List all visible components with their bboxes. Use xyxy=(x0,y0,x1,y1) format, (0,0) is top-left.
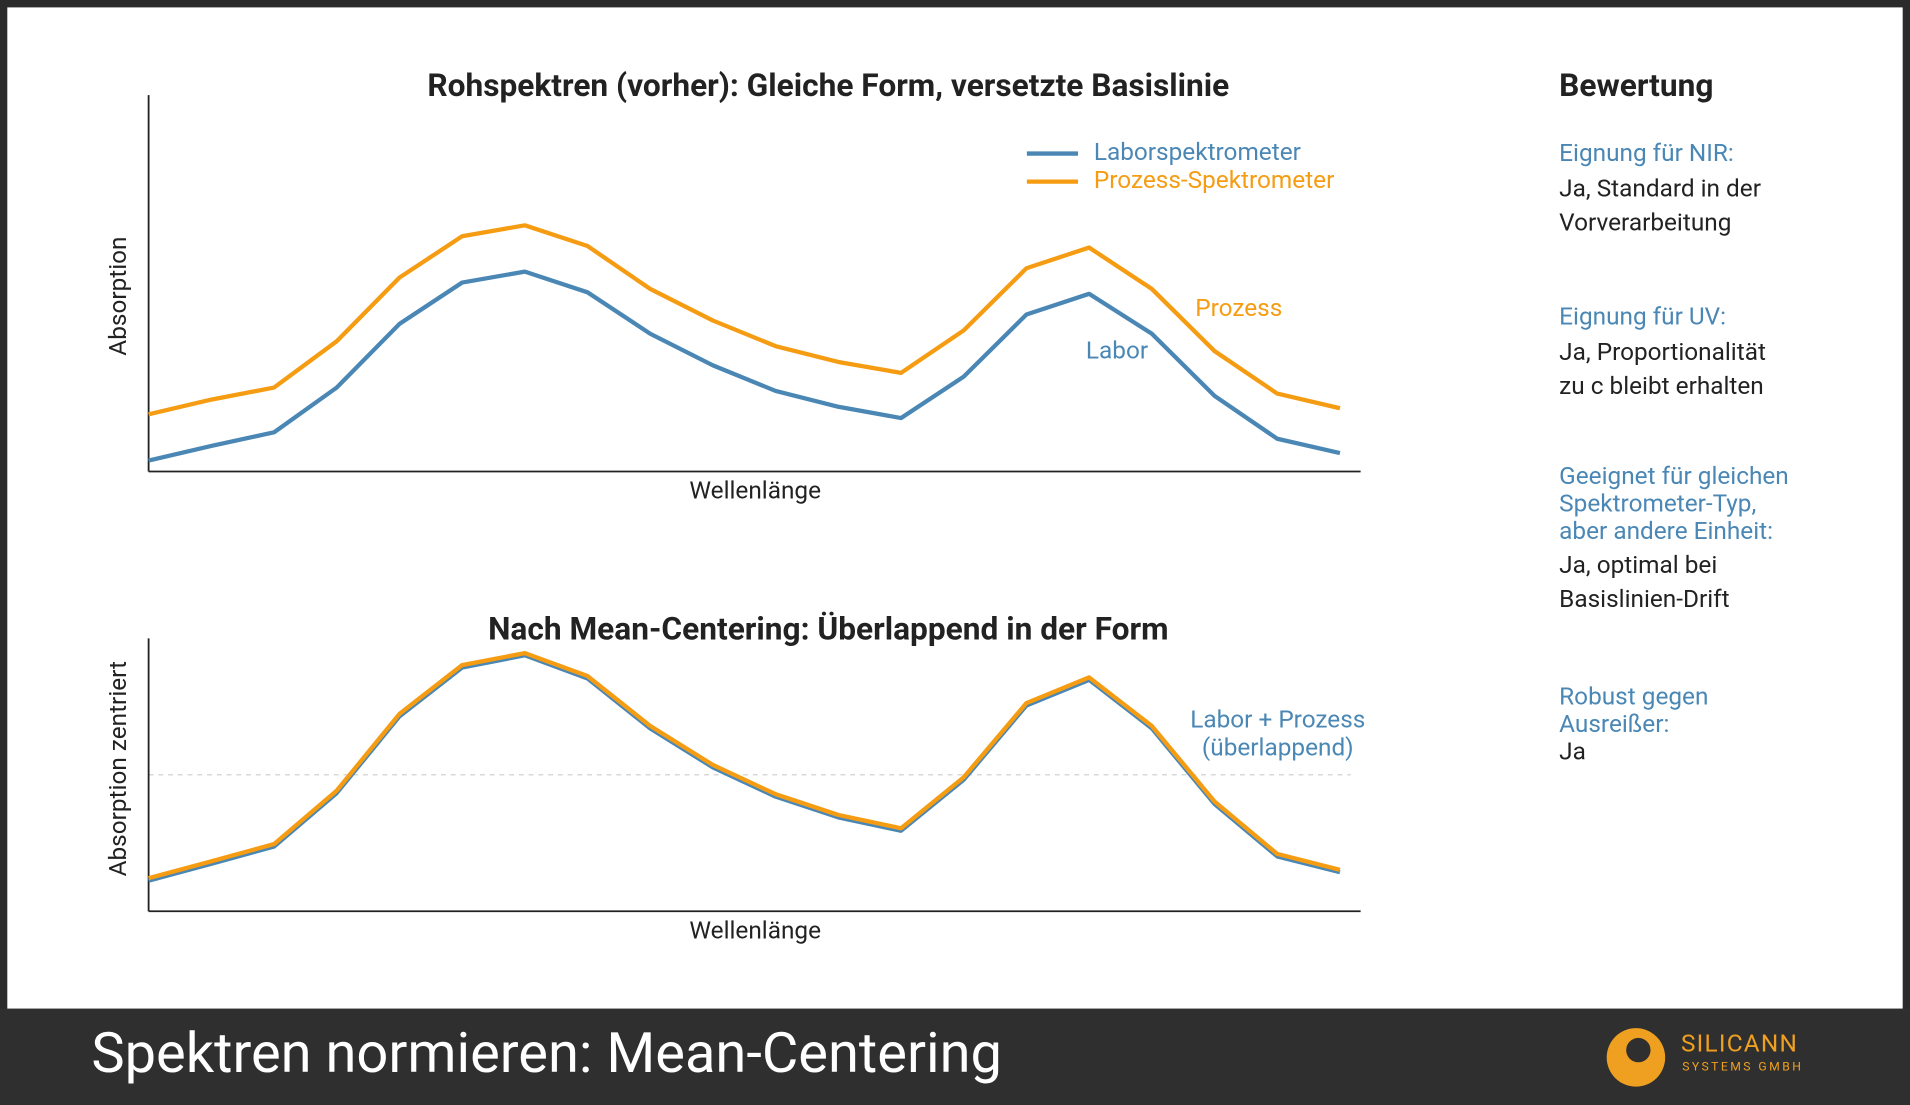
panel-text: Ja, Proportionalität xyxy=(1559,337,1766,366)
content-bg xyxy=(7,7,1903,1009)
y-axis-label: Absorption zentriert xyxy=(103,661,132,876)
chart-title: Nach Mean-Centering: Überlappend in der … xyxy=(488,610,1168,647)
data-line xyxy=(148,223,1341,417)
legend-label: Laborspektrometer xyxy=(1094,137,1301,166)
x-axis-label: Wellenlänge xyxy=(689,915,821,944)
chart-title: Rohspektren (vorher): Gleiche Form, vers… xyxy=(427,67,1229,104)
panel-text: Ja, Standard in der xyxy=(1559,174,1761,203)
panel-text: Ja, optimal bei xyxy=(1559,550,1717,579)
panel-label: Spektrometer-Typ, xyxy=(1559,488,1756,517)
logo-text: SILICANN xyxy=(1681,1029,1798,1058)
y-axis-label: Absorption xyxy=(103,236,132,355)
panel-text: zu c bleibt erhalten xyxy=(1559,371,1764,400)
logo-subtext: SYSTEMS GMBH xyxy=(1682,1059,1803,1073)
panel-label: Eignung für UV: xyxy=(1559,301,1726,330)
panel-label: Robust gegen xyxy=(1559,682,1708,711)
panel-text: Basislinien-Drift xyxy=(1559,584,1729,613)
annotation: Labor + Prozess xyxy=(1190,705,1365,734)
footer-title: Spektren normieren: Mean-Centering xyxy=(91,1020,1002,1086)
panel-text: Vorverarbeitung xyxy=(1559,208,1731,237)
annotation: Labor xyxy=(1086,336,1148,365)
data-line xyxy=(148,269,1341,463)
legend-label: Prozess-Spektrometer xyxy=(1094,165,1334,194)
data-line xyxy=(148,650,1341,881)
panel-label: Eignung für NIR: xyxy=(1559,138,1734,167)
annotation: (überlappend) xyxy=(1202,733,1354,762)
panel-label: Geeignet für gleichen xyxy=(1559,461,1789,490)
panel-text: Ja xyxy=(1559,736,1586,765)
panel-title: Bewertung xyxy=(1559,67,1713,104)
panel-label: aber andere Einheit: xyxy=(1559,516,1773,545)
footer-bar xyxy=(0,1008,1910,1105)
logo-head xyxy=(1626,1037,1651,1063)
x-axis-label: Wellenlänge xyxy=(689,476,821,505)
annotation: Prozess xyxy=(1195,293,1282,322)
panel-label: Ausreißer: xyxy=(1559,709,1669,738)
